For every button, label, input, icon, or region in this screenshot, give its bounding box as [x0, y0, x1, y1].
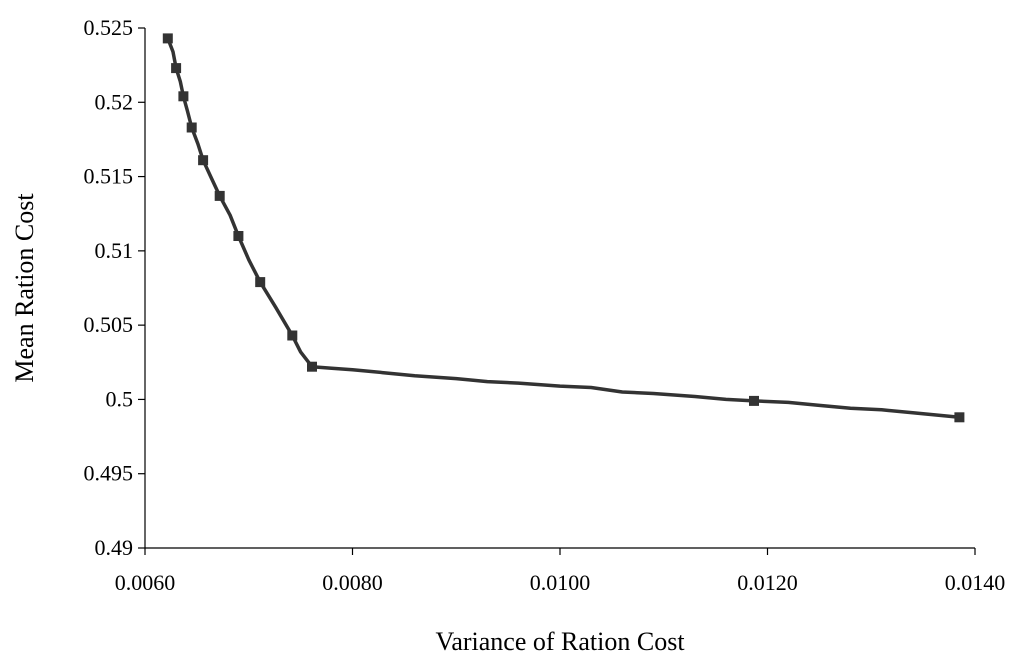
x-tick-label: 0.0140: [945, 570, 1006, 595]
data-point-marker: [255, 277, 266, 288]
data-point-marker: [287, 330, 298, 341]
plot-area: 0.49 0.495 0.5 0.505 0.51 0.515 0.52 0.525 0.00…: [84, 15, 1006, 595]
data-point-marker: [233, 231, 244, 241]
data-point-marker: [307, 361, 317, 372]
data-point-marker: [178, 91, 189, 102]
series-group: [162, 33, 965, 423]
data-point-marker: [162, 33, 173, 44]
data-point-marker: [214, 190, 225, 201]
y-axis-title: Mean Ration Cost: [10, 193, 39, 383]
data-point-marker: [749, 395, 759, 406]
x-axis-title: Variance of Ration Cost: [435, 627, 685, 656]
x-tick-label: 0.0120: [737, 570, 798, 595]
y-ticks: 0.49 0.495 0.5 0.505 0.51 0.515 0.52 0.525: [84, 15, 145, 560]
series-line: [166, 36, 962, 420]
y-tick-label: 0.525: [84, 15, 134, 40]
data-point-marker: [171, 63, 182, 74]
x-tick-label: 0.0080: [322, 570, 383, 595]
x-tick-label: 0.0100: [530, 570, 591, 595]
x-ticks: 0.0060 0.0080 0.0100 0.0120 0.0140: [115, 548, 1006, 595]
y-tick-label: 0.52: [95, 89, 134, 114]
y-tick-label: 0.505: [84, 312, 134, 337]
y-tick-label: 0.495: [84, 461, 134, 486]
y-tick-label: 0.5: [106, 386, 134, 411]
y-tick-label: 0.515: [84, 164, 134, 189]
data-point-marker: [186, 122, 197, 133]
y-tick-label: 0.51: [95, 238, 134, 263]
x-tick-label: 0.0060: [115, 570, 176, 595]
y-tick-label: 0.49: [95, 535, 134, 560]
data-point-marker: [198, 155, 209, 166]
data-point-marker: [954, 412, 965, 423]
